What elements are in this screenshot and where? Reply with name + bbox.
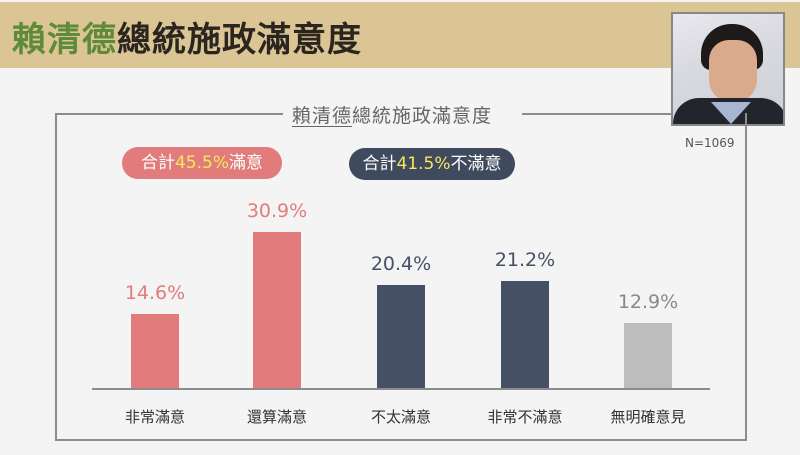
bar xyxy=(377,285,425,388)
badge-prefix: 合計 xyxy=(140,153,175,173)
chart-title-underlined: 賴清德 xyxy=(292,105,353,127)
title-highlight: 賴清德 xyxy=(12,20,117,60)
bar xyxy=(253,232,301,388)
bar xyxy=(624,323,672,388)
frame-divider xyxy=(55,113,283,115)
bar-value-label: 20.4% xyxy=(370,253,432,275)
chart-frame xyxy=(55,113,747,441)
badge-pct: 45.5% xyxy=(174,153,229,173)
badge-prefix: 合計 xyxy=(362,154,397,174)
bar-value-label: 14.6% xyxy=(124,282,186,304)
sample-size: N=1069 xyxy=(685,136,735,150)
bar-value-label: 12.9% xyxy=(617,291,679,313)
badge-pct: 41.5% xyxy=(396,154,451,174)
title-rest: 總統施政滿意度 xyxy=(117,20,362,60)
chart-title-rest: 總統施政滿意度 xyxy=(352,105,493,127)
category-label: 不太滿意 xyxy=(370,408,431,426)
bar-value-label: 30.9% xyxy=(246,200,308,222)
badge-suffix: 滿意 xyxy=(229,153,263,173)
bar xyxy=(131,314,179,388)
header-band: 賴清德總統施政滿意度 xyxy=(0,2,800,68)
bar-value-label: 21.2% xyxy=(494,249,556,271)
x-axis xyxy=(92,388,710,390)
badge-suffix: 不滿意 xyxy=(450,154,502,174)
chart-title: 賴清德總統施政滿意度 xyxy=(292,101,492,128)
photo-face xyxy=(709,40,757,102)
frame-divider xyxy=(522,113,672,115)
satisfied-total-badge: 合計45.5%滿意 xyxy=(122,147,282,179)
page-title: 賴清德總統施政滿意度 xyxy=(12,12,362,61)
category-label: 非常不滿意 xyxy=(487,408,563,426)
category-label: 無明確意見 xyxy=(610,408,686,426)
dissatisfied-total-badge: 合計41.5%不滿意 xyxy=(349,148,515,180)
bar xyxy=(501,281,549,388)
category-label: 還算滿意 xyxy=(246,408,307,426)
category-label: 非常滿意 xyxy=(124,408,185,426)
portrait-photo xyxy=(671,12,785,126)
